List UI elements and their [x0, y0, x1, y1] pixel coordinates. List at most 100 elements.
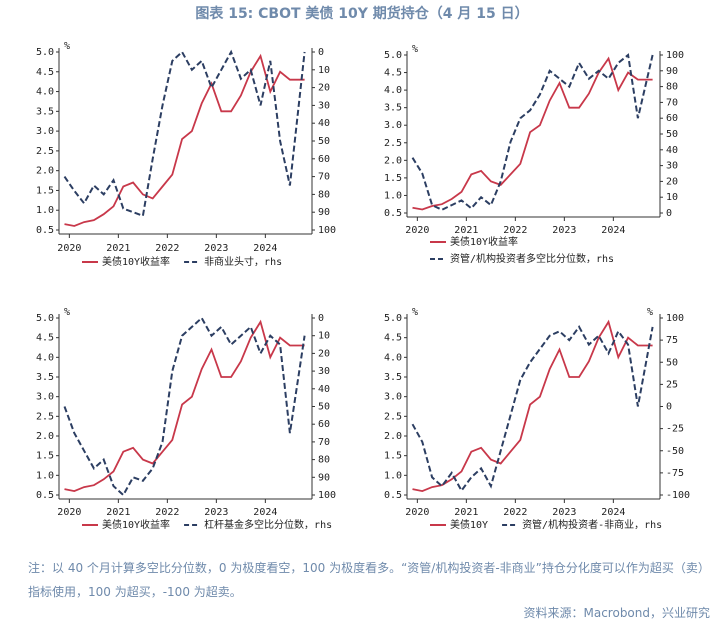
- legend-label: 美债10Y收益率: [102, 518, 170, 531]
- x-tick-label: 2023: [552, 225, 576, 236]
- y-tick-label: 2.0: [384, 155, 402, 166]
- y2-tick-label: 80: [666, 82, 678, 93]
- legend-label: 杠杆基金多空比分位数，rhs: [204, 518, 332, 531]
- y2-tick-label: 60: [318, 154, 330, 165]
- y-tick-label: 5.0: [384, 313, 402, 324]
- y-tick-label: 1.0: [36, 470, 54, 481]
- x-tick-label: 2021: [454, 507, 478, 518]
- y2-tick-label: -100: [666, 490, 690, 501]
- y2-tick-label: 90: [318, 472, 330, 483]
- y2-tick-label: 50: [318, 402, 330, 413]
- x-tick-label: 2022: [503, 225, 527, 236]
- y2-tick-label: 0: [666, 402, 672, 413]
- y2-tick-label: -50: [666, 446, 684, 457]
- x-tick-label: 2024: [253, 243, 277, 254]
- source: 资料来源：Macrobond，兴业研究: [523, 606, 711, 620]
- x-tick-label: 2021: [106, 507, 130, 518]
- series-line: [412, 319, 653, 493]
- y2-tick-label: 60: [666, 113, 678, 124]
- y-tick-label: 4.5: [384, 68, 402, 79]
- y-tick-label: 4.0: [36, 87, 54, 98]
- y-tick-label: 4.0: [384, 352, 402, 363]
- y2-tick-label: 20: [318, 348, 330, 359]
- y-tick-label: 0.5: [36, 225, 54, 236]
- y2-tick-label: 80: [318, 455, 330, 466]
- y-tick-label: 2.0: [384, 431, 402, 442]
- y2-tick-label: 80: [318, 189, 330, 200]
- y2-tick-label: 100: [318, 225, 336, 236]
- x-tick-label: 2023: [552, 507, 576, 518]
- y-tick-label: 1.5: [384, 173, 402, 184]
- x-tick-label: 2024: [601, 507, 625, 518]
- y-tick-label: 4.5: [384, 333, 402, 344]
- y-unit: %: [412, 44, 418, 55]
- y2-tick-label: 70: [318, 437, 330, 448]
- y-tick-label: 4.5: [36, 333, 54, 344]
- y-tick-label: 1.0: [384, 190, 402, 201]
- y-tick-label: 2.5: [36, 146, 54, 157]
- x-tick-label: 2020: [405, 225, 429, 236]
- y-tick-label: 3.0: [384, 392, 402, 403]
- y-tick-label: 4.0: [384, 85, 402, 96]
- y2-tick-label: 90: [666, 66, 678, 77]
- x-tick-label: 2024: [253, 507, 277, 518]
- y-tick-label: 0.5: [384, 208, 402, 219]
- y-tick-label: 3.5: [36, 106, 54, 117]
- y2-tick-label: 90: [318, 207, 330, 218]
- y2-tick-label: 25: [666, 379, 678, 390]
- y-unit: %: [64, 41, 70, 52]
- y2-tick-label: 0: [318, 313, 324, 324]
- series-line: [411, 325, 654, 493]
- y2-tick-label: 40: [666, 145, 678, 156]
- figure-title: 图表 15: CBOT 美债 10Y 期货持仓（4 月 15 日）: [195, 5, 528, 22]
- x-tick-label: 2022: [155, 243, 179, 254]
- y2-tick-label: 30: [318, 100, 330, 111]
- y2-tick-label: 10: [666, 192, 678, 203]
- x-tick-label: 2022: [503, 507, 527, 518]
- y-tick-label: 1.5: [384, 451, 402, 462]
- note: 注：以 40 个月计算多空比分位数，0 为极度看空，100 为极度看多。“资管/…: [28, 561, 704, 599]
- y-tick-label: 4.5: [36, 67, 54, 78]
- x-tick-label: 2022: [155, 507, 179, 518]
- series-line: [412, 56, 653, 211]
- y-tick-label: 1.5: [36, 185, 54, 196]
- y-tick-label: 3.5: [384, 372, 402, 383]
- x-tick-label: 2021: [106, 243, 130, 254]
- x-tick-label: 2024: [601, 225, 625, 236]
- y-tick-label: 4.0: [36, 352, 54, 363]
- x-tick-label: 2020: [57, 243, 81, 254]
- series-line: [63, 316, 306, 497]
- y-tick-label: 0.5: [384, 490, 402, 501]
- series-line: [411, 53, 654, 211]
- y2-tick-label: 30: [318, 366, 330, 377]
- y-unit: %: [64, 307, 70, 318]
- x-tick-label: 2021: [454, 225, 478, 236]
- y2-tick-label: 0: [318, 47, 324, 58]
- y-tick-label: 1.5: [36, 451, 54, 462]
- y-tick-label: 5.0: [384, 50, 402, 61]
- y2-tick-label: 100: [666, 50, 684, 61]
- legend-label: 非商业头寸，rhs: [204, 255, 282, 268]
- y2-tick-label: 50: [666, 129, 678, 140]
- y2-tick-label: 70: [318, 172, 330, 183]
- y2-tick-label: 50: [318, 136, 330, 147]
- y-tick-label: 1.0: [384, 470, 402, 481]
- y-tick-label: 3.0: [384, 120, 402, 131]
- y-tick-label: 2.5: [384, 138, 402, 149]
- legend-label: 美债10Y收益率: [450, 235, 518, 248]
- legend-label: 资管/机构投资者多空比分位数，rhs: [450, 252, 614, 265]
- x-tick-label: 2023: [204, 243, 228, 254]
- legend-label: 美债10Y收益率: [102, 255, 170, 268]
- y2-tick-label: 10: [318, 331, 330, 342]
- y2-tick-label: 40: [318, 118, 330, 129]
- series-line: [64, 319, 305, 493]
- y-tick-label: 5.0: [36, 313, 54, 324]
- y-unit: %: [412, 307, 418, 318]
- y2-tick-label: -25: [666, 424, 684, 435]
- series-line: [63, 49, 306, 218]
- y-tick-label: 0.5: [36, 490, 54, 501]
- y-tick-label: 1.0: [36, 205, 54, 216]
- y2-tick-label: 60: [318, 419, 330, 430]
- series-line: [64, 53, 305, 227]
